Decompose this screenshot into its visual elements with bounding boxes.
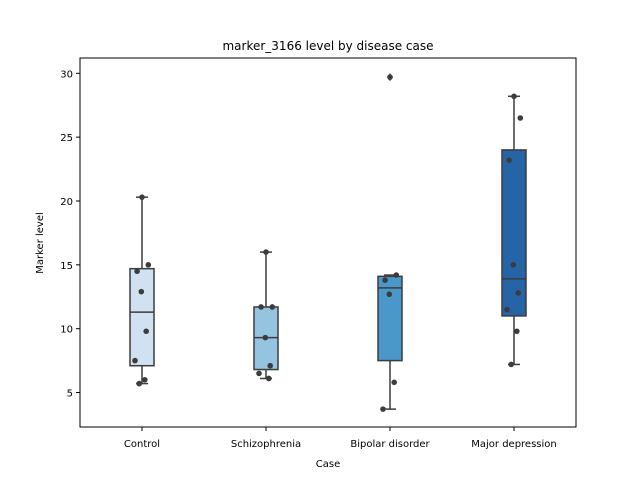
box-group [129, 196, 155, 385]
chart-title: marker_3166 level by disease case [222, 39, 433, 53]
data-point [263, 249, 269, 255]
data-point [136, 380, 142, 387]
box [377, 275, 403, 362]
axes: 5 10 15 20 25 30 Control Schizophrenia Bipolar d… [60, 69, 556, 450]
data-point [269, 304, 276, 310]
data-point [143, 328, 149, 335]
x-tick-label: Bipolar disorder [350, 439, 430, 450]
data-point [380, 406, 386, 412]
data-point [262, 334, 269, 341]
plot-area [129, 73, 527, 412]
box-group [501, 95, 527, 366]
data-point [134, 268, 140, 275]
data-point [393, 272, 400, 278]
data-point [132, 357, 138, 364]
data-point [382, 277, 388, 283]
x-tick-label: Control [124, 439, 160, 450]
box [501, 149, 527, 317]
box [129, 267, 155, 367]
y-tick-label: 15 [60, 261, 73, 272]
axes-frame [79, 57, 577, 428]
x-tick-label: Major depression [471, 439, 557, 450]
box-group [377, 73, 403, 410]
data-point [266, 375, 272, 382]
data-point [515, 290, 521, 296]
y-tick-label: 10 [60, 325, 73, 336]
y-tick-label: 20 [60, 197, 73, 208]
data-point [138, 288, 145, 295]
data-point [511, 93, 517, 100]
data-point [517, 115, 524, 121]
data-point [514, 328, 520, 335]
data-point [258, 304, 264, 310]
data-point [387, 74, 393, 80]
y-tick-label: 30 [60, 69, 73, 80]
y-tick-label: 25 [60, 133, 73, 144]
data-point [145, 262, 152, 268]
data-point [142, 376, 148, 383]
data-point [510, 262, 517, 268]
data-point [391, 379, 398, 386]
x-axis-label: Case [316, 459, 340, 470]
data-point [139, 194, 145, 200]
data-point [256, 370, 262, 377]
data-point [386, 291, 393, 298]
y-tick-label: 5 [67, 389, 73, 400]
data-point [508, 361, 514, 368]
y-axis-label: Marker level [35, 212, 46, 274]
data-point [267, 362, 274, 369]
x-tick-label: Schizophrenia [231, 439, 301, 450]
data-point [504, 306, 510, 313]
data-point [506, 157, 512, 163]
